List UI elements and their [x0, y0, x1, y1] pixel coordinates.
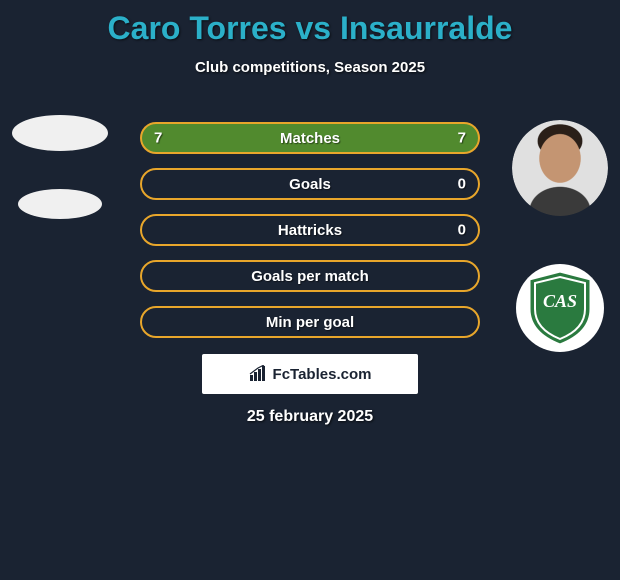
stat-bar-row: Min per goal — [140, 306, 480, 338]
stat-bar-value-right: 7 — [458, 130, 466, 147]
club-shield-icon: CAS — [525, 269, 595, 347]
comparison-title: Caro Torres vs Insaurralde — [0, 0, 620, 47]
stat-bars: Matches 7 7 Goals 0 Hattricks 0 Goals per match… — [140, 122, 480, 338]
player-left-club-placeholder — [18, 189, 102, 219]
player-right-photo — [512, 120, 608, 216]
stat-bar-label: Goals — [289, 176, 331, 193]
stat-bar-label: Goals per match — [251, 268, 369, 285]
player-left-avatar-placeholder — [12, 115, 108, 151]
chart-bars-icon — [249, 365, 267, 383]
stat-bar-value-left: 7 — [154, 130, 162, 147]
player-left-column — [10, 115, 110, 219]
stat-bar-row: Hattricks 0 — [140, 214, 480, 246]
player-right-column: CAS — [510, 120, 610, 352]
stat-bar-label: Hattricks — [278, 222, 342, 239]
stat-bar-row: Matches 7 7 — [140, 122, 480, 154]
stat-bar-row: Goals per match — [140, 260, 480, 292]
branding-box: FcTables.com — [202, 354, 418, 394]
stat-bar-label: Min per goal — [266, 314, 354, 331]
stat-bar-value-right: 0 — [458, 176, 466, 193]
player-right-avatar — [512, 120, 608, 216]
stat-bar-label: Matches — [280, 130, 340, 147]
branding-label: FcTables.com — [273, 366, 372, 383]
club-initials: CAS — [543, 291, 577, 311]
comparison-date: 25 february 2025 — [0, 408, 620, 426]
player-right-club-badge: CAS — [516, 264, 604, 352]
stat-bar-value-right: 0 — [458, 222, 466, 239]
comparison-subtitle: Club competitions, Season 2025 — [0, 59, 620, 76]
stat-bar-row: Goals 0 — [140, 168, 480, 200]
